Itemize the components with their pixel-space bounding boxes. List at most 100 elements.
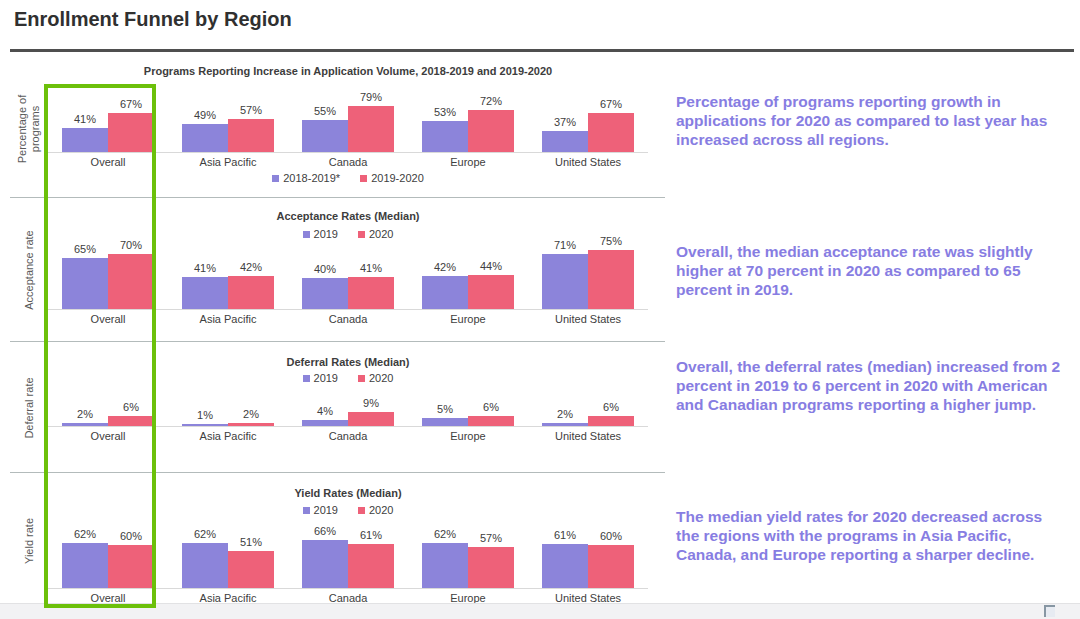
data-label: 44%: [456, 260, 526, 272]
bar-2019-canada: [302, 540, 348, 588]
bar-2018-2019*-united-states: [542, 131, 588, 152]
legend-label: 2019: [314, 372, 338, 384]
bar-2019-2020-asia-pacific: [228, 119, 274, 152]
y-axis-label-text: Percentage of programs: [16, 87, 41, 171]
legend-label: 2019: [314, 504, 338, 516]
legend-item: 2019: [303, 228, 338, 240]
bar-group-canada: 40%41%: [288, 247, 408, 309]
category-label: United States: [528, 156, 648, 168]
bar-slot: 40%: [302, 247, 348, 309]
bar-2020-canada: [348, 544, 394, 588]
bar-slot: 61%: [542, 536, 588, 588]
bar-2020-canada: [348, 277, 394, 309]
bar-slot: 2%: [228, 406, 274, 426]
scroll-handle-icon[interactable]: [1044, 605, 1055, 617]
category-label: Canada: [288, 430, 408, 442]
data-label: 57%: [456, 532, 526, 544]
legend-item: 2020: [358, 228, 393, 240]
bar-slot: 72%: [468, 102, 514, 152]
bar-group-asia-pacific: 41%42%: [168, 247, 288, 309]
legend-item: 2020: [358, 504, 393, 516]
y-axis-label-text: Yield rate: [23, 481, 36, 601]
data-label: 60%: [576, 530, 646, 542]
bar-slot: 61%: [348, 536, 394, 588]
bottom-scrollbar-track: [0, 603, 1080, 619]
bar-slot: 57%: [468, 536, 514, 588]
bar-2019-asia-pacific: [182, 277, 228, 309]
legend-label: 2019: [314, 228, 338, 240]
bar-group-united-states: 61%60%: [528, 536, 648, 588]
bar-slot: 71%: [542, 247, 588, 309]
legend-swatch-icon: [358, 375, 365, 382]
bar-slot: 79%: [348, 102, 394, 152]
data-label: 72%: [456, 95, 526, 107]
bar-2019-europe: [422, 543, 468, 588]
bar-2018-2019*-canada: [302, 120, 348, 152]
chart-title: Programs Reporting Increase in Applicati…: [48, 65, 648, 77]
bar-slot: 44%: [468, 247, 514, 309]
insight-text-applications: Percentage of programs reporting growth …: [676, 92, 1061, 149]
legend-swatch-icon: [303, 231, 310, 238]
legend-label: 2019-2020: [371, 172, 424, 184]
bar-slot: 67%: [588, 102, 634, 152]
bar-2018-2019*-europe: [422, 121, 468, 152]
data-label: 57%: [216, 104, 286, 116]
data-label: 51%: [216, 536, 286, 548]
legend-swatch-icon: [360, 175, 367, 182]
title-divider: [10, 49, 1074, 52]
bar-slot: 4%: [302, 406, 348, 426]
data-label: 9%: [336, 397, 406, 409]
category-label: Europe: [408, 313, 528, 325]
bar-2019-asia-pacific: [182, 543, 228, 588]
category-label: Asia Pacific: [168, 156, 288, 168]
page-title: Enrollment Funnel by Region: [14, 8, 292, 31]
bar-group-europe: 53%72%: [408, 102, 528, 152]
bar-group-canada: 55%79%: [288, 102, 408, 152]
legend-item: 2019: [303, 372, 338, 384]
legend-item: 2019: [303, 504, 338, 516]
y-axis-label: Acceptance rate: [10, 198, 48, 342]
data-label: 67%: [576, 98, 646, 110]
bar-2020-canada: [348, 412, 394, 426]
legend-swatch-icon: [358, 507, 365, 514]
legend-swatch-icon: [358, 231, 365, 238]
legend-swatch-icon: [272, 175, 279, 182]
bar-slot: 66%: [302, 536, 348, 588]
bar-2020-europe: [468, 416, 514, 426]
data-label: 42%: [216, 261, 286, 273]
legend-swatch-icon: [303, 507, 310, 514]
bar-group-europe: 62%57%: [408, 536, 528, 588]
bar-2019-europe: [422, 276, 468, 309]
insight-text-yield: The median yield rates for 2020 decrease…: [676, 507, 1061, 564]
data-label: 79%: [336, 91, 406, 103]
category-label: Canada: [288, 156, 408, 168]
bar-slot: 51%: [228, 536, 274, 588]
legend-item: 2020: [358, 372, 393, 384]
legend-item: 2019-2020: [360, 172, 424, 184]
bar-slot: 6%: [588, 406, 634, 426]
legend-item: 2018-2019*: [272, 172, 340, 184]
bar-slot: 55%: [302, 102, 348, 152]
bar-group-canada: 4%9%: [288, 406, 408, 426]
insight-text-deferral: Overall, the deferral rates (median) inc…: [676, 357, 1061, 414]
legend-swatch-icon: [303, 375, 310, 382]
bar-2020-united-states: [588, 416, 634, 426]
bar-2020-europe: [468, 547, 514, 588]
y-axis-label-text: Acceptance rate: [23, 210, 36, 330]
y-axis-label: Deferral rate: [10, 342, 48, 473]
bar-slot: 9%: [348, 406, 394, 426]
category-label: United States: [528, 313, 648, 325]
bar-2019-united-states: [542, 254, 588, 309]
bar-slot: 60%: [588, 536, 634, 588]
legend-label: 2020: [369, 372, 393, 384]
bar-group-united-states: 2%6%: [528, 406, 648, 426]
bar-group-asia-pacific: 62%51%: [168, 536, 288, 588]
category-label: Europe: [408, 156, 528, 168]
bar-2020-united-states: [588, 250, 634, 309]
data-label: 2%: [216, 408, 286, 420]
bar-slot: 42%: [422, 247, 468, 309]
highlight-box-overall: [44, 84, 156, 608]
y-axis-label: Percentage of programs: [10, 60, 48, 197]
bar-group-united-states: 71%75%: [528, 247, 648, 309]
bar-slot: 42%: [228, 247, 274, 309]
